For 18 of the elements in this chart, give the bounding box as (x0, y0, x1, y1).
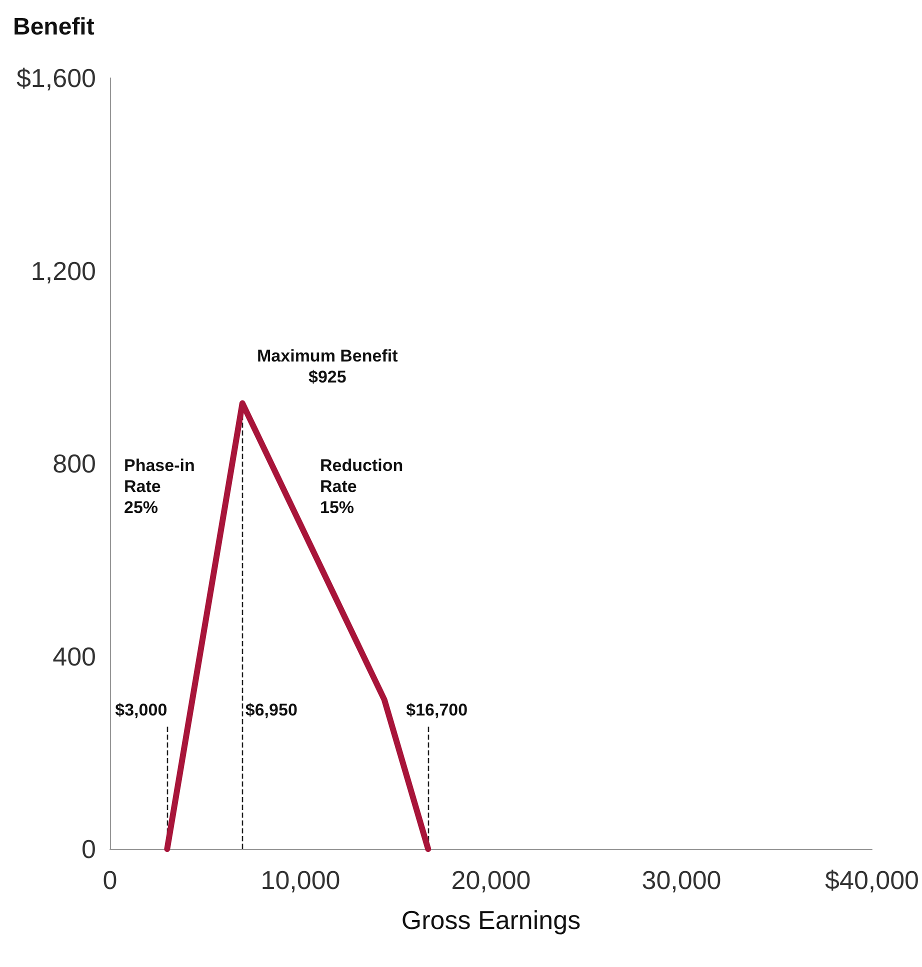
y-axis-title: Benefit (13, 14, 94, 40)
ref-line-label: $16,700 (406, 700, 468, 720)
x-tick-label: 20,000 (451, 865, 531, 895)
annotation: Phase-in Rate 25% (124, 456, 195, 517)
y-tick-label: 800 (52, 448, 96, 478)
y-tick-label: 0 (82, 834, 96, 864)
x-tick-label: 30,000 (642, 865, 722, 895)
y-tick-label: $1,600 (16, 63, 96, 93)
annotation: Reduction Rate 15% (320, 456, 404, 517)
x-tick-label: 0 (102, 865, 118, 895)
annotation: Maximum Benefit $925 (257, 346, 398, 386)
ref-line-label: $3,000 (115, 700, 168, 720)
y-tick-label: 400 (52, 641, 96, 672)
x-axis-title: Gross Earnings (401, 905, 581, 935)
x-tick-label: 10,000 (260, 865, 340, 895)
x-tick-label: $40,000 (825, 865, 919, 895)
ref-line-label: $6,950 (245, 700, 298, 720)
y-tick-label: 1,200 (30, 256, 96, 286)
